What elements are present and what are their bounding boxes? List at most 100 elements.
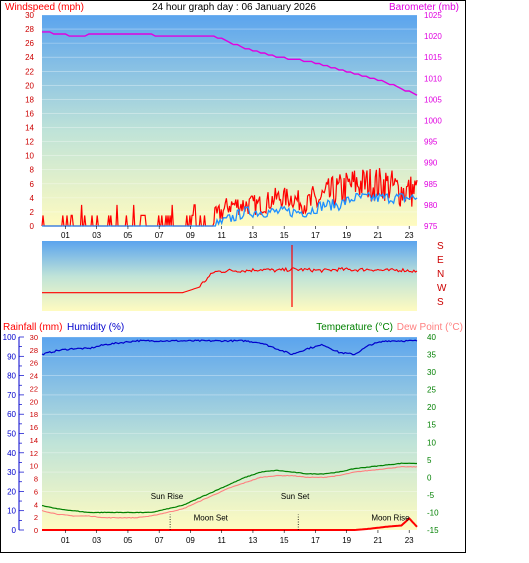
wind-plot-area [42, 15, 417, 226]
temperature-tick-label: 0 [427, 473, 432, 482]
x-tick-label: 19 [342, 536, 351, 545]
windspeed-tick-label: 24 [25, 53, 34, 62]
humidity-tick-label: 90 [7, 352, 16, 361]
x-tick-label: 09 [186, 231, 195, 240]
windspeed-tick-label: 28 [25, 25, 34, 34]
barometer-line [42, 31, 418, 96]
temperature-tick-label: 5 [427, 456, 432, 465]
humidity-tick-label: 10 [7, 507, 16, 516]
temperature-tick-label: -15 [427, 526, 439, 535]
direction-label: N [437, 269, 444, 280]
temp-x-ticks: 01 03 05 07 09 11 13 15 17 19 21 23 [61, 530, 414, 545]
barometer-tick-label: 1010 [424, 74, 442, 83]
barometer-tick-label: 990 [424, 159, 438, 168]
temperature-axis-label: Temperature (°C) [316, 322, 393, 333]
direction-series [42, 245, 418, 307]
wind-series [41, 31, 418, 227]
windspeed-tick-label: 20 [25, 81, 34, 90]
temperature-tick-label: 25 [427, 386, 436, 395]
barometer-tick-label: 995 [424, 138, 438, 147]
sun-moon-annotations: Sun Rise Sun Set Moon Set Moon Rise [151, 492, 410, 530]
barometer-tick-label: 980 [424, 201, 438, 210]
x-tick-label: 19 [342, 231, 351, 240]
humidity-tick-label: 100 [3, 333, 17, 342]
direction-label: S [437, 297, 444, 308]
humidity-tick-label: 30 [7, 468, 16, 477]
x-tick-label: 09 [186, 536, 195, 545]
sunset-label: Sun Set [281, 492, 310, 501]
x-tick-label: 13 [248, 536, 257, 545]
rain-tick-label: 6 [34, 487, 38, 496]
x-tick-label: 23 [405, 231, 414, 240]
sunrise-label: Sun Rise [151, 492, 184, 501]
humidity-line [41, 339, 418, 356]
x-tick-label: 05 [123, 231, 132, 240]
x-tick-label: 23 [405, 536, 414, 545]
wind-x-ticks: 01 03 05 07 09 11 13 15 17 19 21 23 [61, 226, 414, 240]
rain-tick-label: 18 [30, 410, 38, 419]
rain-tick-label: 14 [30, 436, 38, 445]
barometer-tick-label: 975 [424, 222, 438, 231]
rain-tick-label: 30 [30, 333, 38, 342]
rain-tick-label: 0 [34, 526, 38, 535]
x-tick-label: 21 [373, 536, 382, 545]
temperature-tick-label: 20 [427, 403, 436, 412]
barometer-tick-label: 1025 [424, 11, 442, 20]
barometer-ticks: 1025 1020 1015 1010 1005 1000 995 990 985 980 975 [424, 11, 442, 231]
x-tick-label: 07 [155, 231, 164, 240]
temperature-ticks: 40 35 30 25 20 15 10 5 0 -5 -10 -15 [427, 333, 439, 535]
barometer-tick-label: 985 [424, 180, 438, 189]
temperature-tick-label: 10 [427, 438, 436, 447]
weather-graph-svg: Windspeed (mph) 24 hour graph day : 06 J… [3, 2, 463, 545]
windspeed-tick-label: 18 [25, 95, 34, 104]
x-tick-label: 15 [280, 536, 289, 545]
direction-plot-area [42, 241, 417, 311]
windspeed-tick-label: 30 [25, 11, 34, 20]
humidity-rain-ticks: 1009080706050403020100302826242220181614… [3, 333, 38, 535]
humidity-tick-label: 20 [7, 487, 16, 496]
x-tick-label: 01 [61, 231, 70, 240]
direction-label: W [437, 283, 447, 294]
x-tick-label: 05 [123, 536, 132, 545]
weather-graph-frame: Windspeed (mph) 24 hour graph day : 06 J… [0, 0, 466, 553]
x-tick-label: 01 [61, 536, 70, 545]
windspeed-tick-label: 8 [30, 166, 35, 175]
graph-title: 24 hour graph day : 06 January 2026 [152, 2, 316, 13]
temperature-tick-label: 30 [427, 368, 436, 377]
rain-tick-label: 10 [30, 462, 38, 471]
windspeed-tick-label: 2 [30, 208, 35, 217]
x-tick-label: 11 [218, 536, 227, 545]
temperature-line [41, 462, 417, 514]
rainfall-line [42, 517, 418, 531]
barometer-tick-label: 1000 [424, 117, 442, 126]
humidity-axis-label: Humidity (%) [67, 322, 124, 333]
direction-label: E [437, 255, 444, 266]
direction-label: S [437, 241, 444, 252]
temperature-tick-label: -5 [427, 491, 435, 500]
wind-average-line [42, 191, 418, 227]
x-tick-label: 11 [218, 231, 227, 240]
x-tick-label: 21 [373, 231, 382, 240]
temperature-tick-label: 40 [427, 333, 436, 342]
x-tick-label: 15 [280, 231, 289, 240]
temperature-tick-label: 35 [427, 351, 436, 360]
windspeed-tick-label: 12 [25, 138, 34, 147]
x-tick-label: 07 [155, 536, 164, 545]
windspeed-tick-label: 14 [25, 124, 34, 133]
moonrise-label: Moon Rise [371, 513, 410, 522]
humidity-tick-label: 50 [7, 430, 16, 439]
windspeed-tick-label: 22 [25, 67, 34, 76]
rain-tick-label: 2 [34, 513, 38, 522]
windspeed-tick-label: 26 [25, 39, 34, 48]
humidity-tick-label: 60 [7, 410, 16, 419]
wind-direction-line [42, 266, 418, 294]
temperature-tick-label: -10 [427, 508, 439, 517]
rain-tick-label: 16 [30, 423, 38, 432]
barometer-tick-label: 1005 [424, 95, 442, 104]
dewpoint-line [41, 466, 418, 519]
humidity-tick-label: 40 [7, 449, 16, 458]
barometer-tick-label: 1020 [424, 32, 442, 41]
rain-tick-label: 20 [30, 397, 38, 406]
